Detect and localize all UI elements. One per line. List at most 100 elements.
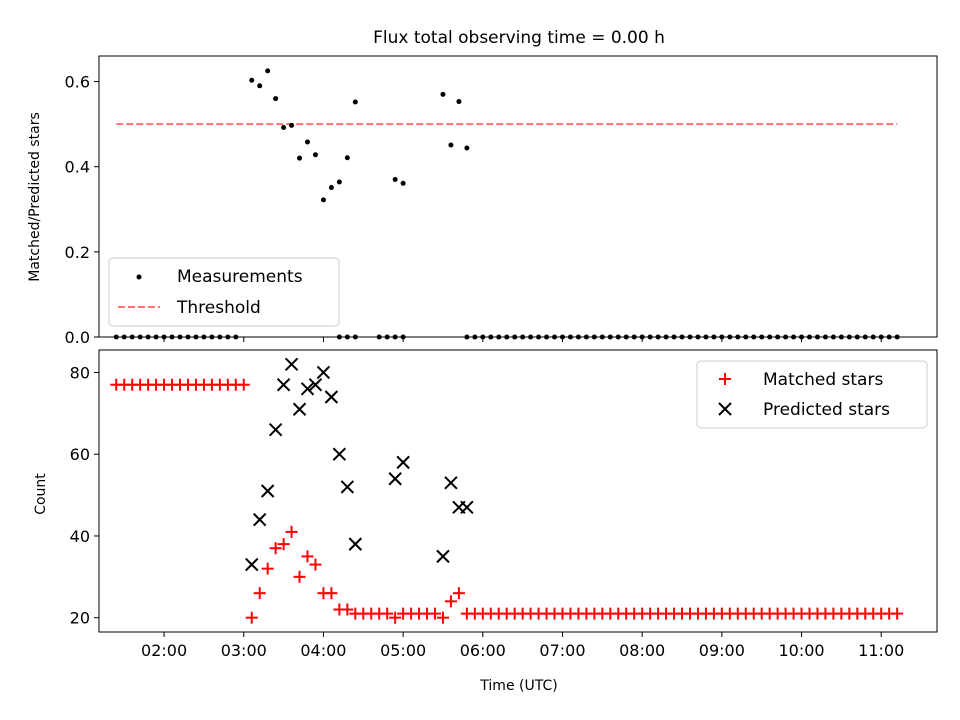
matched-stars-point [301,550,314,563]
predicted-stars-point [292,402,307,416]
measurement-point [328,185,334,191]
matched-stars-point [389,611,402,624]
bottom-x-tick-label: 04:00 [300,641,346,660]
top-y-ticks: 0.0 0.2 0.4 0.6 [65,73,99,347]
matched-stars-point [285,525,298,538]
matched-stars-point [245,611,258,624]
measurement-point [273,96,279,102]
matched-stars-point [428,607,441,620]
top-y-tick-label: 0.4 [65,158,90,177]
bottom-plot-area [110,357,904,624]
bottom-y-ticks: 20 40 60 80 [70,363,99,628]
bottom-y-tick-label: 20 [70,609,90,628]
measurement-point [344,155,350,161]
bottom-x-tick-label: 05:00 [380,641,426,660]
measurement-point [265,68,271,74]
bottom-x-tick-label: 08:00 [619,641,665,660]
predicted-stars-point [260,484,275,498]
predicted-stars-point [300,382,315,396]
measurement-point [336,179,342,185]
top-y-tick-label: 0.2 [65,243,90,262]
bottom-y-tick-label: 60 [70,445,90,464]
matched-stars-point [261,562,274,575]
bottom-x-tick-label: 09:00 [699,641,745,660]
legend-threshold-label: Threshold [176,298,261,318]
matched-stars-point [277,538,290,551]
legend-predicted-marker [718,402,732,416]
legend-matched-label: Matched stars [763,370,883,390]
predicted-stars-point [316,365,331,380]
predicted-stars-point [460,500,474,515]
bottom-y-axis-label: Count [33,473,49,515]
measurement-point [352,99,358,105]
matched-stars-point [349,607,362,620]
bottom-x-tick-label: 07:00 [539,641,585,660]
top-panel: Flux total observing time = 0.00 h Match… [27,28,938,347]
bottom-legend-box [696,360,928,429]
bottom-x-tick-label: 02:00 [141,641,187,660]
matched-stars-point [237,378,250,391]
top-legend-box [108,257,340,327]
measurement-point [297,155,303,161]
bottom-x-axis-label: Time (UTC) [479,678,557,694]
bottom-x-ticks: 02:00 03:00 04:00 05:00 06:00 07:00 08:00 09:00… [141,632,904,660]
matched-stars-point [253,587,266,600]
bottom-x-tick-label: 11:00 [858,641,904,660]
matched-stars-point [381,607,394,620]
measurement-point [440,91,446,97]
matched-stars-point [436,611,449,624]
chart-title: Flux total observing time = 0.00 h [373,28,665,48]
bottom-y-tick-label: 80 [70,363,90,382]
top-y-axis-label: Matched/Predicted stars [27,112,43,282]
predicted-stars-point [308,378,323,392]
predicted-stars-point [340,480,355,494]
matched-stars-point [269,542,282,555]
predicted-stars-point [436,549,450,564]
measurement-point [249,77,255,83]
bottom-x-tick-label: 10:00 [778,641,824,660]
bottom-panel: Count Time (UTC) 20 40 60 80 02:00 03:00 04:0… [33,349,938,694]
legend-measurements-label: Measurements [177,267,303,287]
measurement-point [257,83,263,89]
measurement-point [456,99,462,105]
predicted-stars-point [388,472,402,486]
predicted-stars-point [276,378,291,392]
top-y-tick-label: 0.6 [65,73,90,92]
measurement-point [281,125,287,131]
measurement-point [464,145,470,151]
bottom-y-tick-label: 40 [70,527,90,546]
matched-stars-point [444,595,457,608]
bottom-x-tick-label: 03:00 [221,641,267,660]
matched-stars-point [452,587,465,600]
predicted-stars-point [444,476,458,490]
measurement-point [312,152,318,158]
matched-stars-point [309,558,322,571]
predicted-stars-point [268,422,283,437]
measurement-point [392,176,398,182]
legend-matched-marker [719,373,731,385]
top-axes-frame [98,55,938,338]
matched-stars-point [325,587,338,600]
matched-stars-point [293,570,306,583]
matched-stars-point [341,603,354,616]
predicted-stars-point [324,390,339,404]
measurement-point [400,180,406,186]
predicted-stars-point [252,512,267,527]
predicted-stars-point [348,537,363,551]
top-plot-area [113,68,900,340]
measurement-point [448,142,454,148]
predicted-stars-point [284,357,299,372]
legend-measurements-marker [136,274,142,280]
legend-predicted-label: Predicted stars [763,400,890,420]
predicted-stars-point [396,455,410,470]
bottom-x-tick-label: 06:00 [460,641,506,660]
top-legend: Measurements Threshold [108,257,340,327]
matched-stars-point [397,607,410,620]
measurement-point [289,122,295,128]
predicted-stars-point [332,447,347,461]
matched-stars-point [891,607,904,620]
measurement-point [320,197,326,203]
measurement-point [305,139,311,145]
predicted-stars-point [245,557,259,572]
